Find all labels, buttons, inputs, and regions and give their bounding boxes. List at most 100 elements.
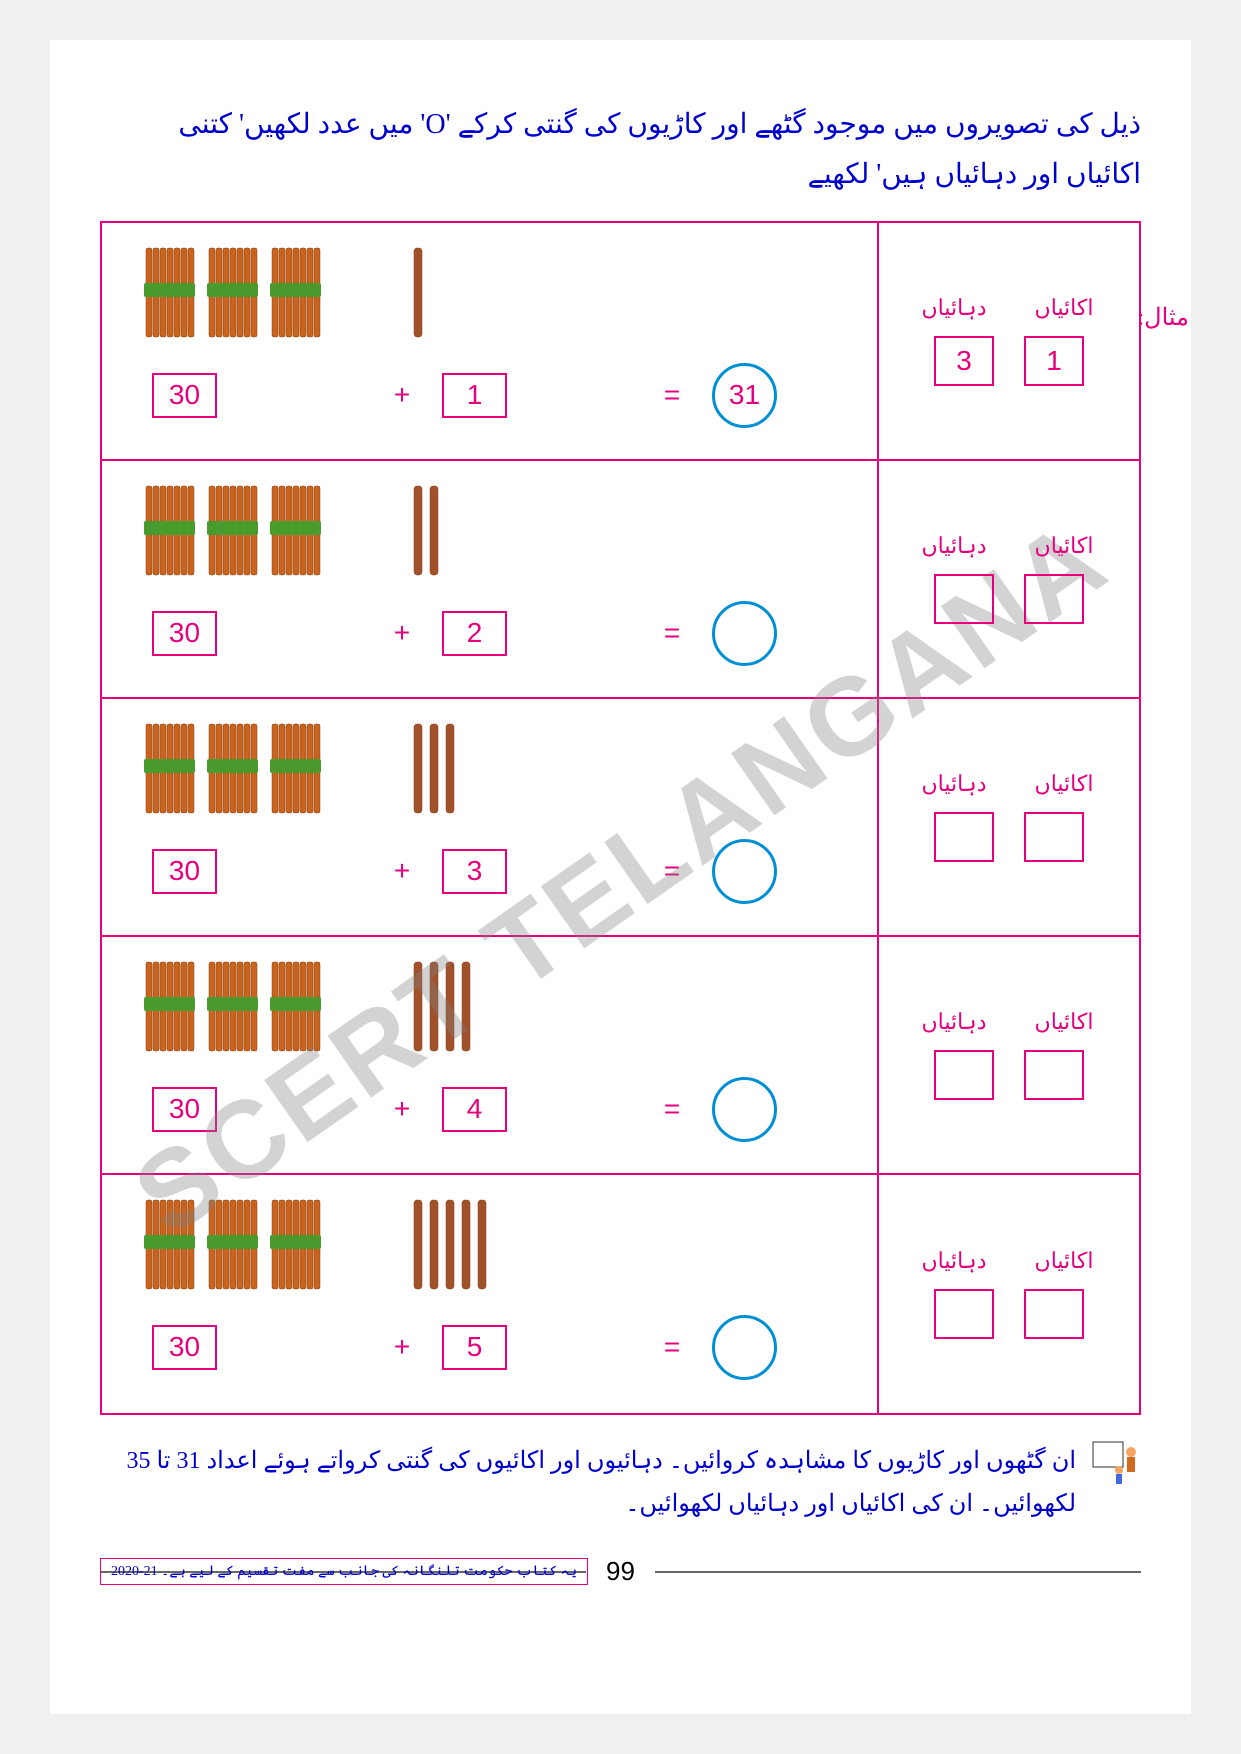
units-label: اکائیاں (1024, 295, 1104, 321)
teacher-note: ان گٹھوں اور کاڑیوں کا مشاہدہ کروائیں۔ د… (100, 1440, 1141, 1526)
place-value-cell: اکائیاں دہائیاں (879, 1175, 1139, 1413)
bundles-group (142, 721, 323, 816)
bundles-group (142, 1197, 323, 1292)
stick-icon (429, 959, 439, 1054)
equals-sign: = (657, 1093, 687, 1125)
stick-icon (461, 1197, 471, 1292)
bundle-icon (142, 959, 197, 1054)
sticks-group (413, 959, 471, 1054)
equation-row: 30 + 3 = (122, 839, 857, 904)
bundle-icon (205, 245, 260, 340)
pv-boxes: 1 3 (934, 336, 1084, 386)
bundle-icon (142, 483, 197, 578)
worksheet-page: SCERT TELANGANA ذیل کی تصویروں میں موجود… (50, 40, 1191, 1714)
teacher-icon (1091, 1440, 1141, 1526)
bundle-icon (268, 959, 323, 1054)
equation-row: 30 + 5 = (122, 1315, 857, 1380)
tens-value-box[interactable]: 30 (152, 1325, 217, 1370)
pv-ones-box[interactable]: 1 (1024, 336, 1084, 386)
bundles-group (142, 483, 323, 578)
pv-boxes (934, 1050, 1084, 1100)
tens-value-box[interactable]: 30 (152, 373, 217, 418)
bundle-icon (205, 483, 260, 578)
table-row: 30 + 4 = اکائیاں دہائیاں (102, 937, 1139, 1175)
plus-sign: + (387, 379, 417, 411)
bundle-icon (142, 721, 197, 816)
tens-value-box[interactable]: 30 (152, 1087, 217, 1132)
tens-label: دہائیاں (914, 295, 994, 321)
plus-sign: + (387, 617, 417, 649)
table-row: 30 + 2 = اکائیاں دہائیاں (102, 461, 1139, 699)
equation-row: 30 + 1 = 31 (122, 363, 857, 428)
bundle-icon (268, 1197, 323, 1292)
visual-cell: 30 + 2 = (102, 461, 879, 697)
visual-row (122, 714, 857, 824)
ones-value-box[interactable]: 5 (442, 1325, 507, 1370)
visual-row (122, 952, 857, 1062)
equals-sign: = (657, 379, 687, 411)
result-circle[interactable]: 31 (712, 363, 777, 428)
equation-row: 30 + 2 = (122, 601, 857, 666)
visual-cell: 30 + 5 = (102, 1175, 879, 1413)
visual-cell: 30 + 4 = (102, 937, 879, 1173)
place-value-cell: اکائیاں دہائیاں (879, 461, 1139, 697)
example-label: مثال: (1137, 303, 1189, 332)
plus-sign: + (387, 1093, 417, 1125)
pv-tens-box[interactable] (934, 1289, 994, 1339)
ones-value-box[interactable]: 1 (442, 373, 507, 418)
tens-label: دہائیاں (914, 771, 994, 797)
place-value-cell: اکائیاں دہائیاں (879, 699, 1139, 935)
sticks-group (413, 483, 439, 578)
pv-tens-box[interactable] (934, 1050, 994, 1100)
tens-value-box[interactable]: 30 (152, 849, 217, 894)
pv-labels: اکائیاں دہائیاں (914, 771, 1104, 797)
pv-labels: اکائیاں دہائیاں (914, 295, 1104, 321)
stick-icon (413, 1197, 423, 1292)
visual-cell: 30 + 1 = 31 (102, 223, 879, 459)
bundle-icon (205, 959, 260, 1054)
tens-label: دہائیاں (914, 533, 994, 559)
sticks-group (413, 1197, 487, 1292)
tens-value-box[interactable]: 30 (152, 611, 217, 656)
bundle-icon (205, 721, 260, 816)
stick-icon (445, 1197, 455, 1292)
ones-value-box[interactable]: 4 (442, 1087, 507, 1132)
ones-value-box[interactable]: 2 (442, 611, 507, 656)
result-circle[interactable] (712, 839, 777, 904)
exercise-table: 30 + 1 = 31 مثال: اکائیاں دہائیاں 1 3 30… (100, 221, 1141, 1415)
pv-ones-box[interactable] (1024, 1050, 1084, 1100)
equation-row: 30 + 4 = (122, 1077, 857, 1142)
stick-icon (429, 721, 439, 816)
pv-tens-box[interactable] (934, 812, 994, 862)
table-row: 30 + 5 = اکائیاں دہائیاں (102, 1175, 1139, 1413)
units-label: اکائیاں (1024, 771, 1104, 797)
pv-ones-box[interactable] (1024, 812, 1084, 862)
pv-ones-box[interactable] (1024, 1289, 1084, 1339)
stick-icon (413, 245, 423, 340)
plus-sign: + (387, 1331, 417, 1363)
bundle-icon (142, 245, 197, 340)
equals-sign: = (657, 855, 687, 887)
units-label: اکائیاں (1024, 533, 1104, 559)
visual-row (122, 1190, 857, 1300)
visual-row (122, 238, 857, 348)
stick-icon (461, 959, 471, 1054)
pv-labels: اکائیاں دہائیاں (914, 1248, 1104, 1274)
stick-icon (429, 483, 439, 578)
table-row: 30 + 1 = 31 مثال: اکائیاں دہائیاں 1 3 (102, 223, 1139, 461)
stick-icon (445, 959, 455, 1054)
page-number: 99 (586, 1556, 655, 1587)
place-value-cell: اکائیاں دہائیاں (879, 937, 1139, 1173)
bundle-icon (205, 1197, 260, 1292)
bundle-icon (268, 483, 323, 578)
stick-icon (477, 1197, 487, 1292)
copyright-text: یہ کتاب حکومت تلنگانہ کی جانب سے مفت تقس… (100, 1558, 588, 1585)
pv-tens-box[interactable]: 3 (934, 336, 994, 386)
result-circle[interactable] (712, 601, 777, 666)
result-circle[interactable] (712, 1315, 777, 1380)
result-circle[interactable] (712, 1077, 777, 1142)
ones-value-box[interactable]: 3 (442, 849, 507, 894)
pv-ones-box[interactable] (1024, 574, 1084, 624)
pv-tens-box[interactable] (934, 574, 994, 624)
teacher-note-text: ان گٹھوں اور کاڑیوں کا مشاہدہ کروائیں۔ د… (100, 1440, 1076, 1526)
